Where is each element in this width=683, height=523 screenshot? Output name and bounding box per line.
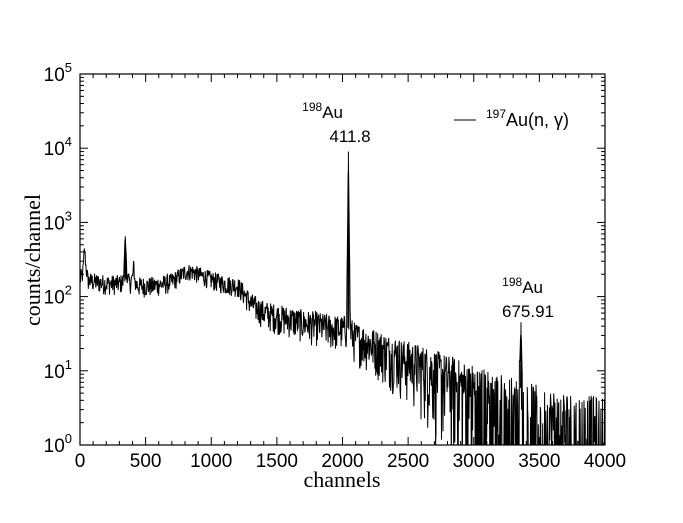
x-tick-label: 4000 xyxy=(584,451,626,472)
y-axis-ticks: 100 101 102 103 104 105 xyxy=(44,60,605,457)
annotation-element: Au xyxy=(522,278,543,297)
svg-text:198Au: 198Au xyxy=(302,100,343,122)
spectrum-line xyxy=(80,151,605,445)
y-tick-label: 100 xyxy=(44,431,72,457)
y-tick-label: 103 xyxy=(44,208,72,234)
x-tick-label: 2000 xyxy=(321,451,363,472)
y-tick-label: 105 xyxy=(44,60,72,86)
x-axis-title: channels xyxy=(304,467,381,492)
legend-label: 197Au(n, γ) xyxy=(486,107,569,130)
svg-text:198Au: 198Au xyxy=(502,275,543,297)
x-tick-label: 3000 xyxy=(453,451,495,472)
peak-annotation-675: 198Au 675.91 xyxy=(502,275,554,321)
x-axis-ticks: 0 500 1000 1500 2000 2500 3000 3500 4000 xyxy=(75,74,626,472)
x-tick-label: 1000 xyxy=(190,451,232,472)
annotation-sup: 198 xyxy=(502,275,522,289)
annotation-sup: 198 xyxy=(302,100,322,114)
annotation-element: Au xyxy=(322,103,343,122)
y-tick-label: 102 xyxy=(44,283,72,309)
annotation-energy: 675.91 xyxy=(502,302,554,321)
legend: 197Au(n, γ) xyxy=(454,107,569,130)
x-tick-label: 500 xyxy=(130,451,162,472)
x-tick-label: 2500 xyxy=(387,451,429,472)
x-tick-label: 1500 xyxy=(256,451,298,472)
x-tick-label: 3500 xyxy=(518,451,560,472)
peak-annotation-411: 198Au 411.8 xyxy=(302,100,370,146)
y-tick-label: 101 xyxy=(44,357,72,383)
y-axis-title: counts/channel xyxy=(20,194,45,326)
x-tick-label: 0 xyxy=(75,451,86,472)
annotation-energy: 411.8 xyxy=(329,127,370,146)
y-tick-label: 104 xyxy=(44,134,72,160)
